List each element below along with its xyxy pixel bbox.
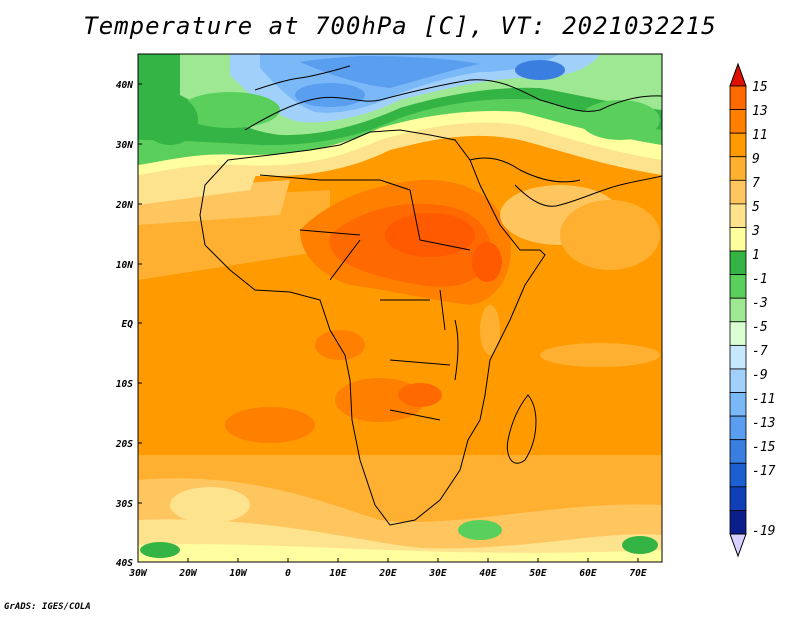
colorbar-box (729, 85, 747, 110)
colorbar-box (729, 439, 747, 464)
colorbar-box (729, 297, 747, 323)
plot-frame (137, 53, 663, 563)
colorbar-label: -5 (752, 320, 768, 335)
colorbar-label: -3 (752, 296, 768, 311)
lat-label-20n: 20N (115, 200, 133, 211)
colorbar-box (729, 415, 747, 441)
lon-label-70e: 70E (629, 568, 646, 579)
lon-label-30w: 30W (128, 568, 147, 579)
colorbar-box (729, 109, 747, 134)
lat-label-40s: 40S (116, 558, 133, 569)
colorbar-box (729, 132, 747, 158)
lat-label-40n: 40N (116, 80, 133, 91)
colorbar-box (729, 368, 747, 393)
colorbar-label: -7 (752, 344, 768, 359)
colorbar-label: -15 (752, 440, 776, 455)
colorbar-label: -1 (752, 272, 768, 287)
colorbar-boxes (729, 85, 747, 535)
credit-text: GrADS: IGES/COLA (4, 602, 91, 612)
colorbar-label: -19 (752, 524, 775, 539)
colorbar-box (729, 156, 747, 181)
lon-label-30e: 30E (428, 568, 446, 579)
lon-label-10e: 10E (329, 568, 346, 579)
colorbar-label: 5 (752, 200, 760, 215)
colorbar-box (729, 203, 747, 228)
colorbar-box (729, 344, 747, 370)
colorbar-box (729, 250, 747, 276)
coastlines (199, 65, 662, 526)
lon-label-10w: 10W (229, 568, 247, 579)
lat-label-10n: 10N (116, 260, 133, 271)
lon-label-20e: 20E (378, 568, 396, 579)
lat-tick-labels: 40N 30N 20N 10N EQ 10S 20S 30S 40S (115, 80, 133, 569)
colorbar-label: 15 (752, 80, 768, 95)
colorbar-box (729, 392, 747, 417)
colorbar-top-arrow (729, 62, 747, 87)
colorbar (729, 62, 747, 558)
colorbar-bottom-arrow (729, 533, 747, 558)
lat-label-30n: 30N (115, 140, 133, 151)
colorbar-label: -13 (752, 416, 775, 431)
colorbar-label: -9 (752, 368, 768, 383)
colorbar-label: -11 (752, 392, 775, 407)
colorbar-label: 11 (752, 128, 768, 143)
lon-label-0: 0 (285, 568, 291, 579)
lat-label-eq: EQ (122, 319, 134, 330)
colorbar-box (729, 274, 747, 299)
page-title: Temperature at 700hPa [C], VT: 202103221… (83, 12, 717, 40)
colorbar-box (729, 227, 747, 252)
lat-label-30s: 30S (115, 499, 133, 510)
temperature-field (138, 54, 662, 562)
colorbar-box (729, 510, 747, 535)
lon-label-60e: 60E (579, 568, 596, 579)
colorbar-box (729, 321, 747, 346)
lon-label-20w: 20W (178, 568, 197, 579)
colorbar-label: 13 (752, 104, 768, 119)
axis-ticks (138, 83, 639, 562)
colorbar-box (729, 462, 747, 488)
colorbar-label: 7 (752, 176, 760, 191)
lon-label-50e: 50E (529, 568, 546, 579)
colorbar-label: 1 (752, 248, 760, 263)
colorbar-box (729, 179, 747, 205)
lon-tick-labels: 30W 20W 10W 0 10E 20E 30E 40E 50E 60E 70… (128, 568, 646, 579)
lat-label-20s: 20S (115, 439, 133, 450)
colorbar-labels: 15 13 11 9 7 5 3 1 -1 -3 -5 -7 -9 -11 -1… (751, 80, 776, 539)
colorbar-label: 9 (752, 152, 760, 167)
colorbar-label: -17 (752, 464, 776, 479)
lat-label-10s: 10S (116, 379, 133, 390)
lon-label-40e: 40E (479, 568, 496, 579)
colorbar-box (729, 486, 747, 511)
colorbar-label: 3 (751, 224, 760, 239)
